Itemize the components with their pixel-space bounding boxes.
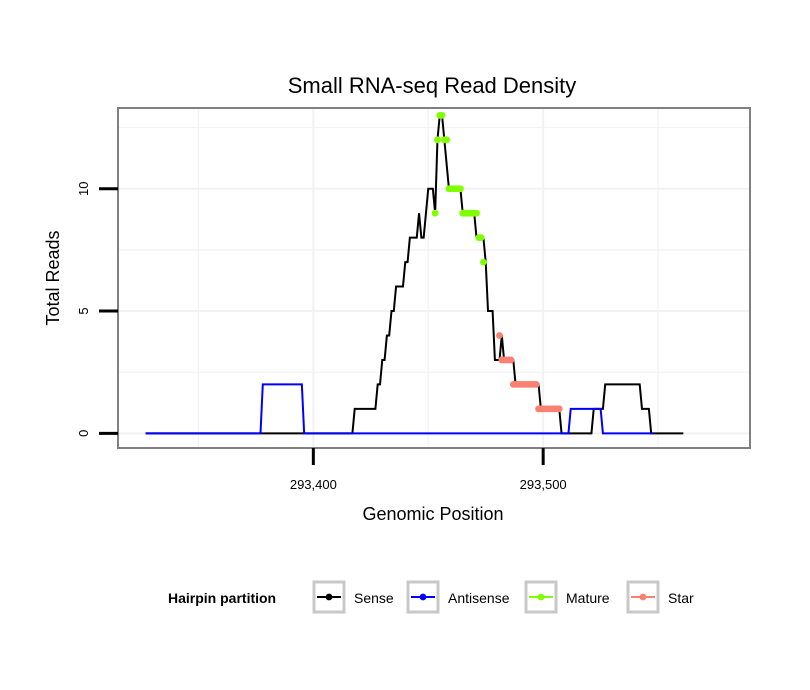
legend-dot-antisense	[419, 593, 427, 601]
series-mature-point	[473, 209, 480, 217]
series-mature-point	[438, 111, 446, 119]
legend-dot-sense	[325, 593, 333, 601]
y-axis: 0 5 10	[76, 181, 118, 437]
x-axis: 293,400 293,500	[290, 448, 567, 492]
legend-label-antisense: Antisense	[448, 590, 510, 606]
chart-title: Small RNA-seq Read Density	[288, 73, 577, 98]
series-antisense-line	[145, 383, 654, 435]
panel-border	[117, 107, 751, 449]
series-mature-point	[434, 136, 441, 144]
legend-label-sense: Sense	[354, 590, 394, 606]
x-tick-label: 293,500	[520, 477, 567, 492]
legend: Hairpin partition Sense Antisense Mature St…	[168, 580, 694, 614]
legend-dot-mature	[537, 593, 545, 601]
series-star-point	[532, 381, 540, 388]
series-layer	[145, 111, 684, 435]
x-tick-label: 293,400	[290, 477, 337, 492]
legend-title: Hairpin partition	[168, 590, 276, 606]
series-star-point	[496, 332, 503, 339]
series-sense-line	[145, 114, 684, 435]
series-mature-point	[431, 209, 439, 217]
x-axis-title: Genomic Position	[362, 504, 503, 524]
series-mature-point	[480, 258, 487, 266]
series-mature-point	[443, 136, 451, 144]
y-tick-label: 10	[76, 181, 91, 195]
panel-background	[118, 108, 750, 448]
series-star-point	[555, 405, 563, 413]
series-mature-point	[477, 234, 485, 242]
y-tick-label: 5	[76, 307, 91, 314]
series-mature-point	[457, 185, 464, 193]
legend-label-mature: Mature	[566, 590, 610, 606]
series-star-point	[507, 356, 515, 364]
legend-dot-star	[639, 593, 647, 601]
plot-panel	[117, 107, 751, 449]
y-axis-title: Total Reads	[43, 230, 63, 325]
y-tick-label: 0	[76, 430, 91, 437]
legend-label-star: Star	[668, 590, 694, 606]
